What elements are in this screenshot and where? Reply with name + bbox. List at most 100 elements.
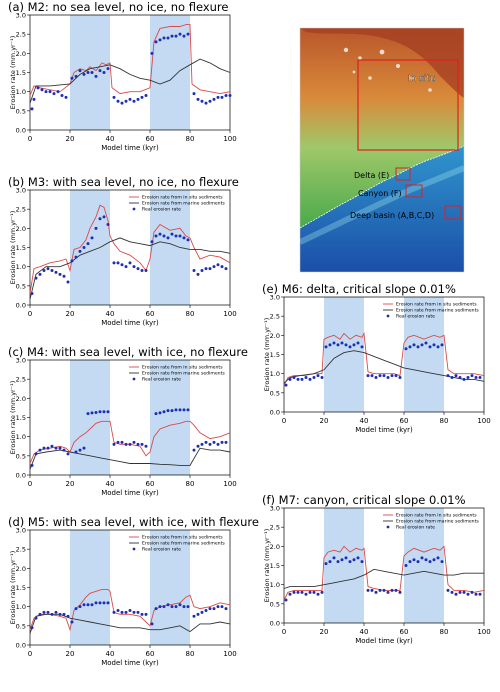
real-point-f-24 [382,588,386,592]
y-tick-label-a-3: 1.5 [16,69,26,77]
x-tick-label-a-5: 100 [223,135,236,143]
real-point-e-20 [366,374,370,378]
real-point-e-19 [360,345,364,349]
real-point-c-37 [192,448,196,452]
real-point-e-40 [450,376,454,379]
real-point-f-36 [432,558,436,562]
map-label-in-situ: In situ [408,74,436,84]
real-point-b-35 [174,234,178,238]
real-point-b-24 [128,261,132,265]
real-point-a-41 [200,99,204,103]
real-point-f-23 [378,588,382,592]
line-insitu-a [29,24,231,96]
map-label-deep-basin: Deep basin (A,B,C,D) [350,211,434,220]
real-point-b-5 [50,269,54,272]
real-point-c-9 [66,452,70,456]
real-point-b-14 [86,242,90,246]
real-point-d-47 [224,607,228,611]
real-point-d-7 [58,612,62,616]
real-point-f-22 [374,590,378,594]
legend-f: Erosion rate from in situ sedimentsErosi… [383,513,479,531]
real-point-c-20 [116,440,120,444]
real-point-a-35 [174,34,178,38]
real-point-f-34 [424,558,428,562]
y-tick-label-f-6: 3.0 [270,505,280,513]
real-point-a-29 [150,51,154,55]
real-point-d-6 [54,610,58,614]
real-point-f-30 [408,560,412,564]
real-point-e-13 [336,343,340,347]
real-point-d-35 [174,605,178,609]
shaded-interval-b-0 [70,190,110,305]
x-tick-label-f-3: 60 [400,628,409,636]
real-point-a-21 [116,99,120,103]
real-point-e-4 [300,377,304,381]
real-point-e-23 [378,374,382,378]
canyon-box [405,184,423,198]
y-tick-label-c-4: 2.0 [16,395,26,403]
real-point-e-41 [454,374,458,378]
real-point-c-10 [74,450,78,454]
real-point-f-12 [332,556,336,560]
real-point-c-25 [136,442,140,446]
real-point-b-21 [116,261,120,265]
real-point-e-24 [382,374,386,378]
real-point-f-26 [390,588,394,592]
real-point-a-11 [74,74,78,78]
real-point-a-4 [44,90,48,94]
real-point-b-13 [82,246,86,249]
shaded-interval-e-0 [324,297,364,412]
real-point-f-18 [356,556,360,560]
real-point-d-17 [98,601,102,605]
legend-label-insitu-e: Erosion rate from in situ sediments [396,302,477,308]
real-point-f-33 [420,556,424,560]
real-point-b-1 [34,276,38,280]
charts-layer: (a) M2: no sea level, no ice, no flexure… [8,0,491,667]
y-tick-label-d-0: 0.0 [16,642,26,650]
real-point-b-45 [216,263,220,267]
real-point-c-36 [186,408,190,412]
y-tick-label-c-6: 3.0 [16,357,26,365]
y-tick-label-c-3: 1.5 [16,414,26,422]
real-point-d-24 [128,609,132,612]
line-marine-c [29,447,231,470]
y-tick-label-a-2: 1.0 [16,88,26,96]
legend-label-marine-f: Erosion rate from marine sediments [396,519,479,525]
y-tick-label-b-1: 0.5 [16,282,26,290]
real-point-f-40 [450,590,454,594]
real-point-a-12 [78,69,82,73]
legend-c: Erosion rate from in situ sedimentsErosi… [129,365,225,383]
real-point-c-22 [124,442,128,446]
real-point-c-40 [204,440,208,444]
shaded-interval-d-1 [150,530,190,645]
real-point-d-9 [66,614,70,618]
x-tick-label-b-2: 40 [106,310,115,318]
real-point-c-4 [46,446,50,450]
real-point-d-13 [82,603,86,607]
real-point-f-19 [360,560,364,564]
real-point-e-34 [424,341,428,345]
real-point-f-10 [324,562,328,566]
real-point-a-37 [182,34,186,38]
y-tick-label-f-3: 1.5 [270,562,280,570]
x-tick-label-c-4: 80 [186,480,195,488]
real-point-f-46 [474,592,478,596]
real-point-a-36 [178,32,182,36]
chart-title-c: (c) M4: with sea level, with ice, no fle… [8,345,248,359]
real-point-d-20 [112,610,116,614]
chart-panel-d: (d) M5: with sea level, with ice, with f… [8,515,259,667]
y-tick-label-d-3: 1.5 [16,584,26,592]
real-point-c-34 [178,408,182,412]
real-point-a-43 [208,99,212,103]
real-point-d-22 [120,610,124,614]
real-point-b-26 [136,267,140,271]
real-point-c-28 [154,412,158,416]
real-point-f-8 [316,592,320,596]
y-axis-label-b: Erosion rate (mm.yr⁻¹) [9,211,17,285]
real-point-e-38 [440,343,444,347]
real-point-e-32 [416,345,420,349]
real-point-f-11 [328,560,332,564]
line-insitu-e [283,331,485,386]
real-point-d-27 [140,612,144,616]
real-point-d-1 [34,616,38,620]
